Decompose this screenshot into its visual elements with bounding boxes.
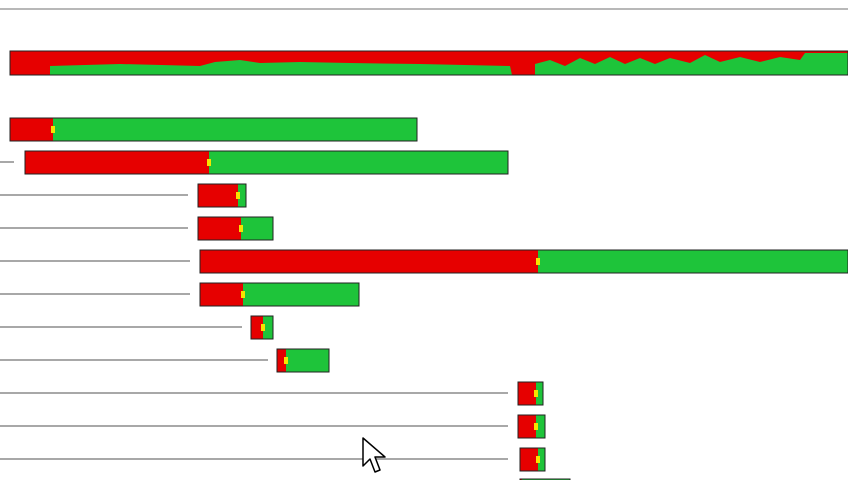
bar-outline <box>250 315 274 340</box>
bar-red <box>10 118 53 141</box>
bar-outline <box>24 150 509 175</box>
bar-red <box>200 250 538 273</box>
bar-green <box>286 349 329 372</box>
bar-outline <box>197 216 274 241</box>
bar-marker <box>239 225 243 232</box>
bar-outline <box>519 447 546 472</box>
bar-outline <box>9 117 418 142</box>
bar-marker <box>534 390 538 397</box>
cursor-arrow <box>362 437 386 473</box>
bar-green <box>538 448 545 471</box>
bar-outline <box>519 478 571 480</box>
bar-outline <box>199 282 360 307</box>
bar-red <box>198 184 238 207</box>
bar-green <box>238 184 246 207</box>
bar-green <box>538 250 848 273</box>
bar-green <box>209 151 508 174</box>
bar-green <box>536 382 543 405</box>
bar-red <box>520 448 538 471</box>
bar-outline <box>276 348 330 373</box>
bar-red <box>518 382 536 405</box>
bar-marker <box>536 456 540 463</box>
bar-marker <box>534 423 538 430</box>
bar-outline <box>199 249 848 274</box>
bar-marker <box>261 324 265 331</box>
bar-marker <box>51 126 55 133</box>
bar-marker <box>207 159 211 166</box>
bar-green <box>263 316 273 339</box>
bar-green <box>50 60 512 75</box>
bar-red <box>277 349 286 372</box>
bar-green <box>241 217 273 240</box>
bar-marker <box>236 192 240 199</box>
timeline-rows <box>0 117 848 480</box>
bar-red <box>251 316 263 339</box>
bar-green <box>536 415 545 438</box>
bar-outline <box>197 183 247 208</box>
bar-green <box>53 118 417 141</box>
bar-outline <box>517 414 546 439</box>
summary-bar <box>9 50 848 76</box>
bar-red <box>198 217 241 240</box>
bar-marker <box>536 258 540 265</box>
mouse-cursor <box>362 437 386 473</box>
bar-green <box>535 53 848 75</box>
bar-marker <box>284 357 288 364</box>
bar-green <box>243 283 359 306</box>
bar-red <box>25 151 209 174</box>
bar-red <box>518 415 536 438</box>
bar-outline <box>9 50 848 76</box>
bar-marker <box>241 291 245 298</box>
bar-outline <box>517 381 544 406</box>
bar-red <box>200 283 243 306</box>
